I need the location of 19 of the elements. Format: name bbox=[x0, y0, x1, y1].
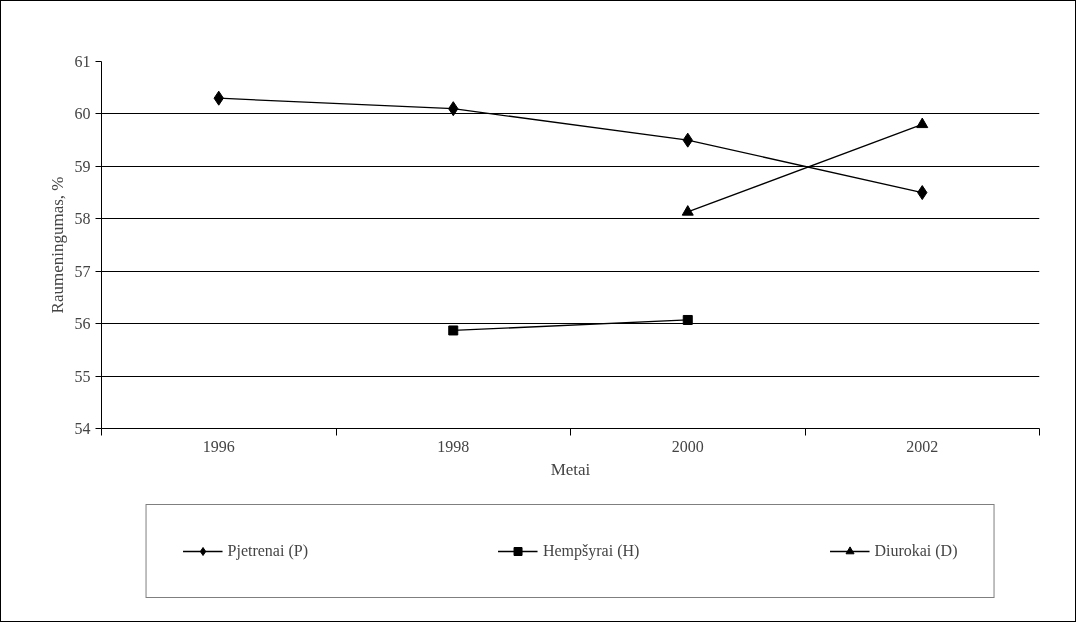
legend-label: Pjetrenai (P) bbox=[227, 542, 308, 560]
x-tick-label: 2002 bbox=[906, 437, 939, 455]
y-axis-title: Raumeningumas, % bbox=[47, 176, 67, 314]
y-tick-label: 60 bbox=[74, 105, 91, 123]
point bbox=[448, 325, 459, 336]
y-tick-label: 59 bbox=[74, 157, 91, 175]
x-tick-label: 2000 bbox=[671, 437, 704, 455]
x-tick-label: 1998 bbox=[437, 437, 470, 455]
y-tick-label: 61 bbox=[74, 53, 91, 70]
y-tick-label: 55 bbox=[74, 367, 91, 385]
legend-label: Hempšyrai (H) bbox=[542, 542, 640, 560]
y-tick-label: 57 bbox=[74, 262, 91, 280]
legend-label: Diurokai (D) bbox=[874, 542, 958, 560]
y-tick-label: 54 bbox=[74, 420, 91, 437]
point bbox=[682, 314, 693, 325]
y-tick-label: 56 bbox=[74, 315, 91, 333]
x-axis-title: Metai bbox=[550, 459, 591, 479]
x-tick-label: 1996 bbox=[202, 437, 235, 455]
y-tick-label: 58 bbox=[74, 210, 91, 228]
